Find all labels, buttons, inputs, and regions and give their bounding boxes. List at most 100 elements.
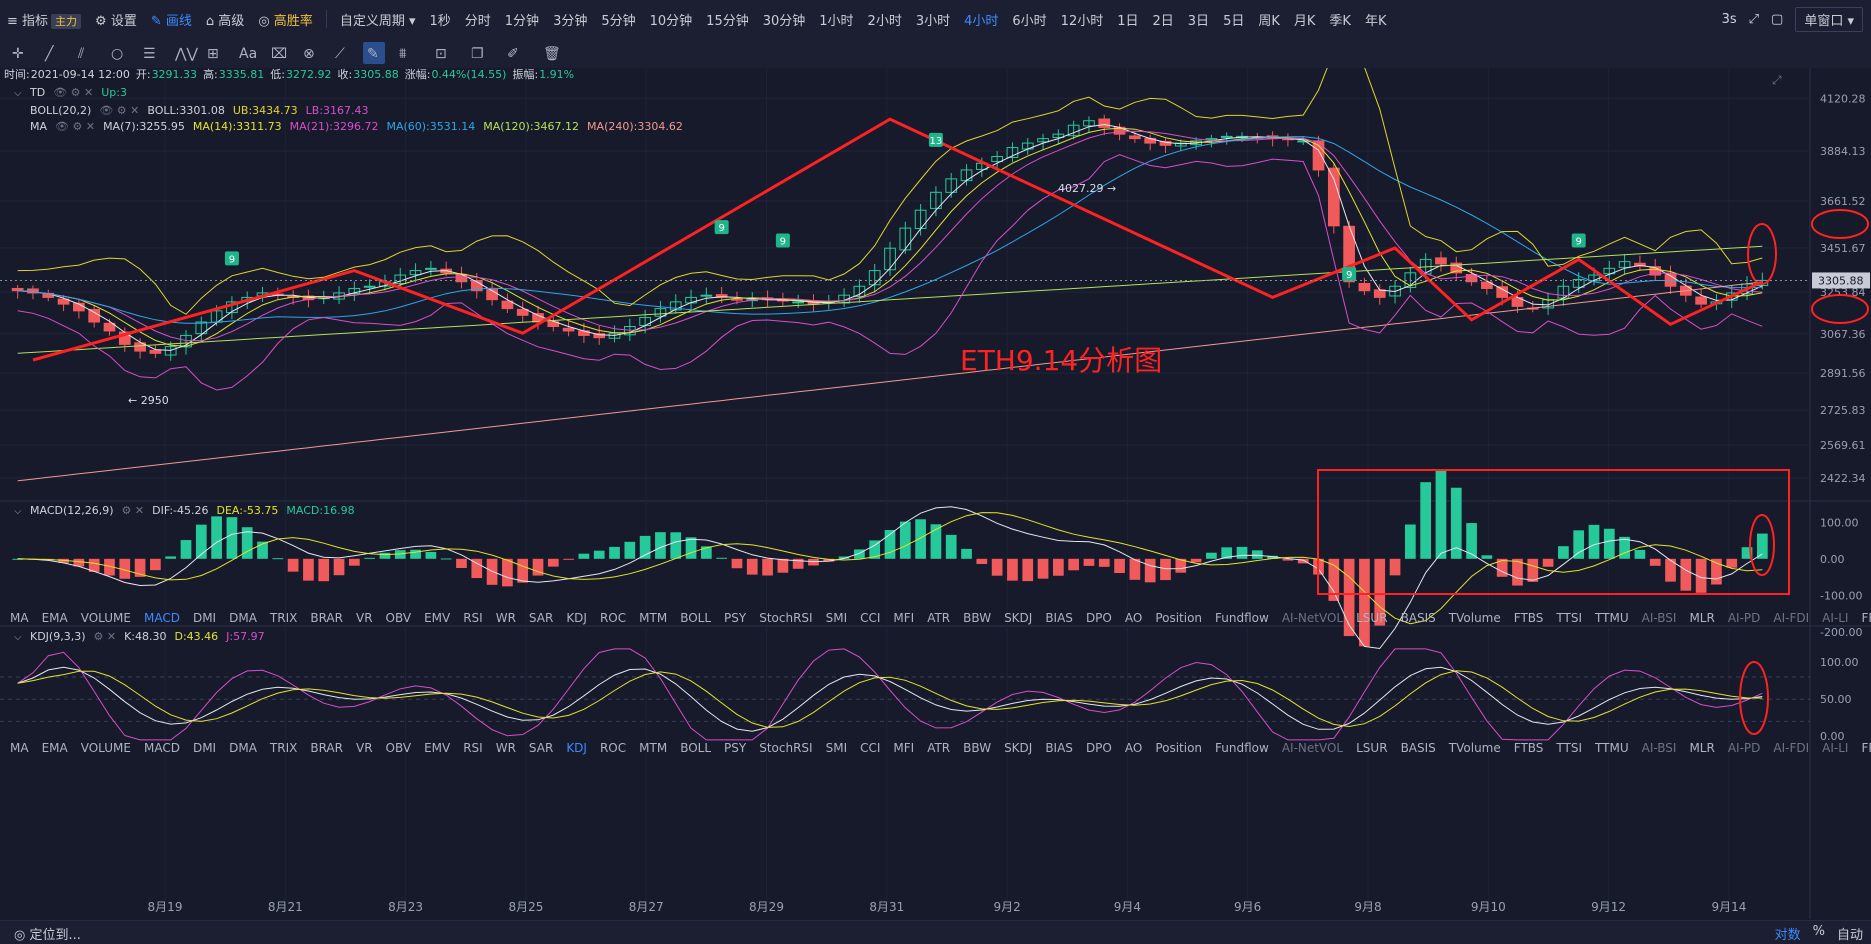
topbar-item-0[interactable]: ≡ 指标 主力 (0, 10, 88, 29)
period-12小时[interactable]: 12小时 (1060, 13, 1104, 29)
kdj-tab-bbw[interactable]: BBW (963, 741, 991, 755)
macd-tab-ao[interactable]: AO (1125, 611, 1142, 625)
macd-tab-skdj[interactable]: SKDJ (1004, 611, 1032, 625)
percent-scale-toggle[interactable]: % (1812, 924, 1825, 939)
period-1日[interactable]: 1日 (1117, 13, 1139, 29)
kdj-tab-sar[interactable]: SAR (529, 741, 553, 755)
kdj-tab-trix[interactable]: TRIX (269, 741, 297, 755)
window-mode-button[interactable]: 单窗口 ▾ (1795, 6, 1863, 32)
kdj-tab-lsur[interactable]: LSUR (1356, 741, 1387, 755)
topbar-item-1[interactable]: ⚙ 设置 (88, 10, 144, 29)
kdj-tab-ai-bsi[interactable]: AI-BSI (1642, 741, 1677, 755)
macd-tab-ma[interactable]: MA (10, 611, 29, 625)
kdj-tab-cci[interactable]: CCI (860, 741, 880, 755)
kdj-tab-brar[interactable]: BRAR (310, 741, 343, 755)
macd-tab-bias[interactable]: BIAS (1045, 611, 1073, 625)
kdj-tab-bias[interactable]: BIAS (1045, 741, 1073, 755)
macd-tab-mtm[interactable]: MTM (639, 611, 667, 625)
macd-tab-stochrsi[interactable]: StochRSI (759, 611, 812, 625)
kdj-tab-fundflow[interactable]: Fundflow (1215, 741, 1269, 755)
macd-tab-volume[interactable]: VOLUME (81, 611, 131, 625)
kdj-tab-ttmu[interactable]: TTMU (1594, 741, 1629, 755)
kdj-tab-skdj[interactable]: SKDJ (1004, 741, 1032, 755)
kdj-tab-ma[interactable]: MA (10, 741, 29, 755)
macd-tab-ftbs[interactable]: FTBS (1514, 611, 1544, 625)
macd-tab-bbw[interactable]: BBW (963, 611, 991, 625)
kdj-tab-ai-li[interactable]: AI-LI (1822, 741, 1848, 755)
period-月K[interactable]: 月K (1293, 13, 1316, 29)
kdj-tab-boll[interactable]: BOLL (680, 741, 711, 755)
trash-tool-icon[interactable]: 🗑 (543, 46, 561, 62)
kdj-tab-mfi[interactable]: MFI (893, 741, 914, 755)
auto-scale-toggle[interactable]: 自动 (1836, 928, 1863, 943)
period-3分钟[interactable]: 3分钟 (553, 13, 588, 29)
kdj-tab-smi[interactable]: SMI (826, 741, 848, 755)
kdj-tab-obv[interactable]: OBV (386, 741, 412, 755)
wave-tool-icon[interactable]: ⋀⋁ (174, 46, 198, 62)
copy-tool-icon[interactable]: ❐ (471, 46, 484, 62)
macd-tab-boll[interactable]: BOLL (680, 611, 711, 625)
kdj-tab-macd[interactable]: MACD (144, 741, 180, 755)
topbar-item-3[interactable]: ⌂ 高级 (199, 10, 251, 29)
period-30分钟[interactable]: 30分钟 (762, 13, 806, 29)
topbar-item-2[interactable]: ✎ 画线 (144, 10, 199, 29)
macd-tab-emv[interactable]: EMV (424, 611, 451, 625)
period-1小时[interactable]: 1小时 (819, 13, 854, 29)
kline-chart[interactable]: 4120.283884.133661.523451.673253.843067.… (0, 68, 1871, 920)
macd-tab-dpo[interactable]: DPO (1086, 611, 1112, 625)
period-1秒[interactable]: 1秒 (429, 13, 451, 29)
parallel-tool-icon[interactable]: ⫽ (77, 46, 85, 62)
period-15分钟[interactable]: 15分钟 (706, 13, 749, 29)
pattern-tool-icon[interactable]: ⩩ (399, 46, 407, 62)
period-年K[interactable]: 年K (1364, 13, 1387, 29)
kdj-tab-ttsi[interactable]: TTSI (1555, 741, 1582, 755)
macd-tab-roc[interactable]: ROC (600, 611, 626, 625)
fib-tool-icon[interactable]: ☰ (143, 46, 156, 62)
line-tool-icon[interactable]: ╱ (44, 45, 55, 62)
kdj-tab-dma[interactable]: DMA (229, 741, 258, 755)
macd-tab-dmi[interactable]: DMI (193, 611, 216, 625)
kdj-tab-vr[interactable]: VR (356, 741, 373, 755)
period-周K[interactable]: 周K (1258, 13, 1280, 29)
macd-tab-lsur[interactable]: LSUR (1356, 611, 1387, 625)
kdj-tab-rsi[interactable]: RSI (463, 741, 483, 755)
macd-tab-vr[interactable]: VR (356, 611, 373, 625)
macd-tab-obv[interactable]: OBV (386, 611, 412, 625)
edit-tool-icon[interactable]: ✐ (507, 46, 519, 62)
pen-active-tool-icon[interactable]: ✎ (363, 42, 385, 64)
kdj-tab-mtm[interactable]: MTM (639, 741, 667, 755)
macd-tab-ttsi[interactable]: TTSI (1555, 611, 1582, 625)
macd-tab-fr[interactable]: FR (1861, 611, 1871, 625)
macd-tab-psy[interactable]: PSY (724, 611, 747, 625)
period-季K[interactable]: 季K (1329, 13, 1351, 29)
macd-tab-position[interactable]: Position (1155, 611, 1202, 625)
kdj-tab-ao[interactable]: AO (1125, 741, 1142, 755)
text-tool-icon[interactable]: Aa (239, 46, 257, 62)
kdj-tab-tvolume[interactable]: TVolume (1448, 741, 1501, 755)
kdj-tab-psy[interactable]: PSY (724, 741, 747, 755)
macd-tab-wr[interactable]: WR (496, 611, 516, 625)
eraser1-tool-icon[interactable]: ⌧ (271, 46, 287, 62)
macd-tab-tvolume[interactable]: TVolume (1448, 611, 1501, 625)
kdj-tab-emv[interactable]: EMV (424, 741, 451, 755)
period-1分钟[interactable]: 1分钟 (504, 13, 540, 29)
macd-tab-mlr[interactable]: MLR (1689, 611, 1714, 625)
macd-tab-smi[interactable]: SMI (826, 611, 848, 625)
macd-tab-ttmu[interactable]: TTMU (1594, 611, 1629, 625)
macd-tab-mfi[interactable]: MFI (893, 611, 914, 625)
macd-tab-dma[interactable]: DMA (229, 611, 258, 625)
macd-tab-trix[interactable]: TRIX (269, 611, 297, 625)
period-2日[interactable]: 2日 (1152, 13, 1174, 29)
macd-tab-cci[interactable]: CCI (860, 611, 880, 625)
kdj-tab-volume[interactable]: VOLUME (81, 741, 131, 755)
period-3日[interactable]: 3日 (1187, 13, 1210, 29)
macd-tab-ema[interactable]: EMA (42, 611, 69, 625)
period-10分钟[interactable]: 10分钟 (649, 13, 693, 29)
measure-tool-icon[interactable]: ⊞ (207, 46, 219, 62)
kdj-tab-basis[interactable]: BASIS (1401, 741, 1436, 755)
macd-tab-macd[interactable]: MACD (144, 611, 180, 625)
macd-tab-ai-fdi[interactable]: AI-FDI (1773, 611, 1809, 625)
kdj-tab-ftbs[interactable]: FTBS (1514, 741, 1544, 755)
macd-tab-fundflow[interactable]: Fundflow (1215, 611, 1269, 625)
kdj-tab-atr[interactable]: ATR (927, 741, 950, 755)
